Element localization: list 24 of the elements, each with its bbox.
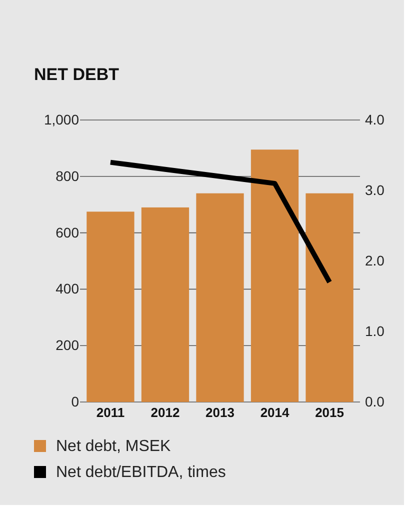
y-tick-label: 400 <box>56 280 80 297</box>
y2-tick-label: 0.0 <box>365 393 385 410</box>
y-tick-label: 600 <box>56 224 80 240</box>
bar <box>196 193 244 402</box>
x-tick-label: 2011 <box>96 405 125 420</box>
y-tick-label: 1,000 <box>44 111 80 128</box>
y-tick-label: 800 <box>56 168 80 184</box>
x-tick-label: 2015 <box>315 405 344 420</box>
bar <box>86 212 134 402</box>
x-tick-label: 2013 <box>206 405 234 420</box>
bar <box>250 150 299 402</box>
y2-tick-label: 2.0 <box>365 252 385 268</box>
bar <box>306 193 354 402</box>
chart-title: NET DEBT <box>34 65 120 84</box>
bar <box>141 207 190 402</box>
y2-tick-label: 4.0 <box>365 111 385 128</box>
y-tick-label: 200 <box>56 337 80 354</box>
x-tick-label: 2014 <box>260 405 290 420</box>
legend-label: Net debt, MSEK <box>56 438 172 455</box>
legend-label: Net debt/EBITDA, times <box>56 464 226 481</box>
y2-tick-label: 1.0 <box>365 322 385 339</box>
y-tick-label: 0 <box>71 393 80 410</box>
x-tick-label: 2012 <box>150 405 180 420</box>
y2-tick-label: 3.0 <box>365 182 385 198</box>
